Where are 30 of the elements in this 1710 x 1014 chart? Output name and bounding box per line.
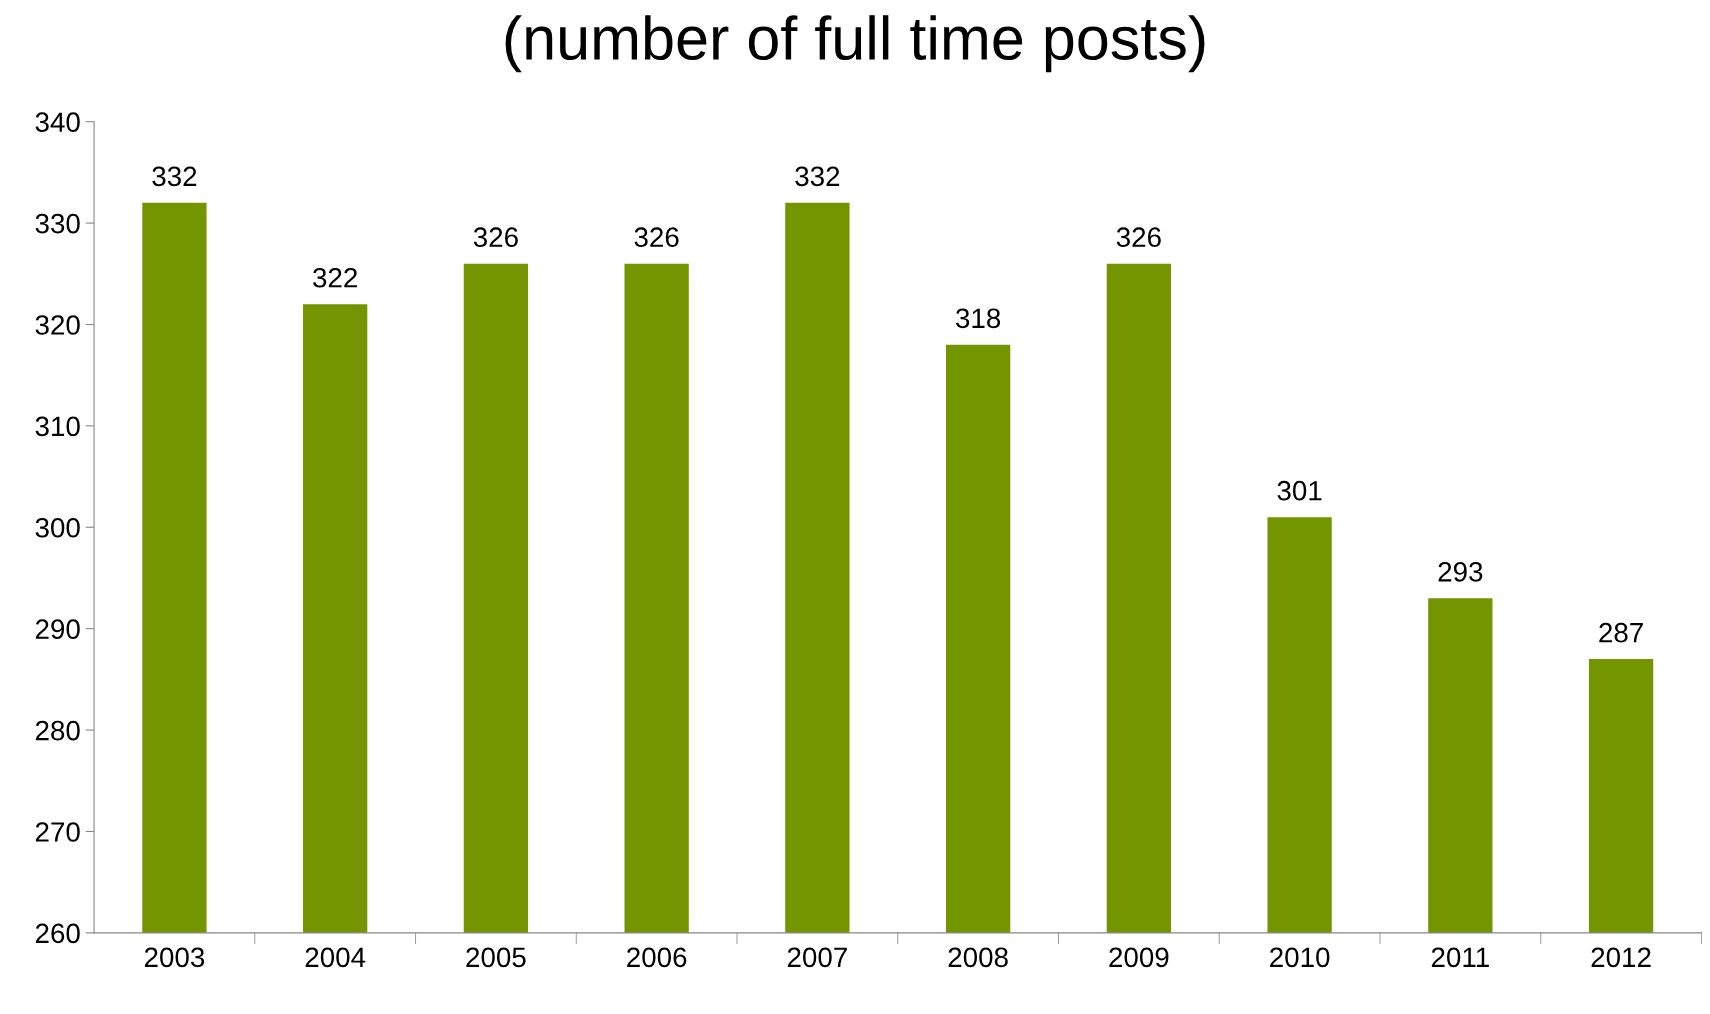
x-tick-label: 2010 [1270, 947, 1330, 968]
x-tick-label: 2011 [1431, 947, 1489, 968]
data-label: 332 [795, 166, 840, 187]
data-label: 287 [1599, 622, 1643, 643]
data-label: 318 [956, 308, 1001, 329]
data-label: 301 [1277, 480, 1322, 501]
y-tick-label: 310 [35, 416, 80, 437]
y-tick-label: 260 [35, 923, 80, 944]
y-tick-label: 320 [35, 315, 80, 335]
data-label: 332 [152, 166, 197, 187]
y-tick-label: 300 [35, 517, 80, 538]
y-tick-label: 290 [35, 619, 80, 640]
x-tick-label: 2007 [787, 947, 847, 968]
x-tick-label: 2003 [144, 947, 205, 968]
x-tick-label: 2012 [1591, 947, 1651, 968]
data-label: 293 [1438, 561, 1483, 582]
data-label: 326 [1116, 227, 1161, 248]
y-tick-label: 330 [35, 213, 80, 234]
x-tick-label: 2006 [627, 947, 687, 968]
data-label: 326 [473, 227, 518, 248]
x-tick-label: 2004 [305, 947, 366, 968]
x-tick-label: 2005 [466, 947, 526, 968]
x-tick-label: 2008 [948, 947, 1008, 968]
y-tick-label: 340 [35, 112, 80, 133]
y-tick-label: 270 [35, 822, 80, 842]
data-label: 326 [634, 227, 679, 248]
data-label: 322 [313, 267, 357, 288]
chart-title: (number of full time posts) [505, 15, 1205, 73]
x-tick-label: 2009 [1109, 947, 1169, 968]
y-tick-label: 280 [35, 720, 80, 741]
